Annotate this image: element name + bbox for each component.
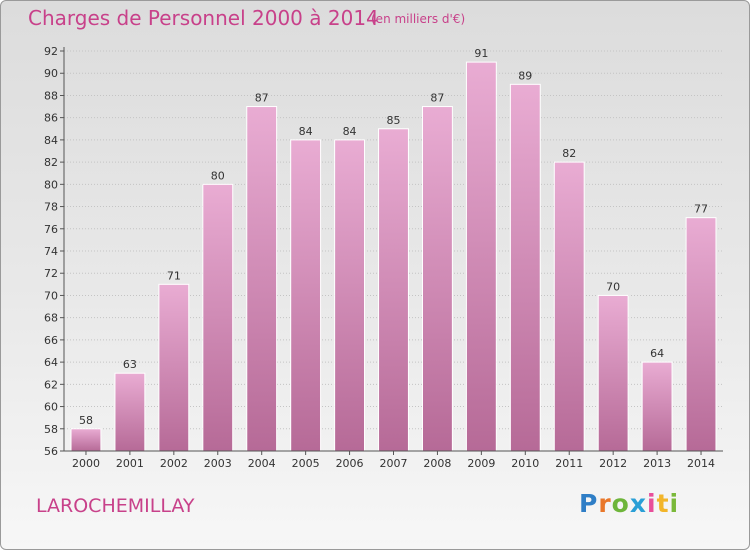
y-tick-label: 92 [44, 45, 58, 58]
data-label: 77 [694, 203, 708, 216]
logo-letter: i [647, 489, 657, 518]
bar [641, 361, 673, 452]
bar [597, 294, 629, 452]
x-tick-label: 2013 [643, 457, 671, 470]
y-tick-label: 68 [44, 312, 58, 325]
y-tick-label: 82 [44, 156, 58, 169]
x-tick-label: 2003 [204, 457, 232, 470]
y-tick-label: 90 [44, 67, 58, 80]
y-tick-label: 60 [44, 401, 58, 414]
y-tick-label: 80 [44, 178, 58, 191]
x-tick-label: 2006 [336, 457, 364, 470]
data-label: 80 [211, 169, 225, 182]
data-label: 71 [167, 269, 181, 282]
y-tick-label: 88 [44, 89, 58, 102]
logo-letter: i [669, 489, 680, 518]
y-tick-label: 58 [44, 423, 58, 436]
x-tick-label: 2002 [160, 457, 188, 470]
bar [158, 283, 190, 452]
bar [290, 139, 322, 452]
x-tick-label: 2005 [292, 457, 320, 470]
data-label: 85 [387, 114, 401, 127]
y-tick-label: 70 [44, 289, 58, 302]
bar [114, 372, 146, 452]
proxiti-logo: Proxiti [579, 489, 679, 518]
y-tick-label: 62 [44, 378, 58, 391]
y-tick-label: 74 [44, 245, 58, 258]
bar [509, 83, 541, 452]
bar [334, 139, 366, 452]
logo-letter: x [629, 489, 647, 518]
municipality-name: LAROCHEMILLAY [36, 495, 195, 517]
x-tick-label: 2007 [380, 457, 408, 470]
bar [421, 106, 453, 452]
bar [246, 106, 278, 452]
data-label: 58 [79, 414, 93, 427]
x-tick-label: 2001 [116, 457, 144, 470]
x-tick-label: 2004 [248, 457, 276, 470]
bar [685, 217, 717, 452]
data-label: 91 [474, 47, 488, 60]
data-label: 89 [518, 69, 532, 82]
data-label: 64 [650, 347, 664, 360]
data-label: 70 [606, 280, 620, 293]
logo-letter: r [598, 489, 612, 518]
bar [553, 161, 585, 452]
x-tick-label: 2011 [555, 457, 583, 470]
logo-letter: o [611, 489, 630, 518]
bar [70, 428, 102, 452]
x-tick-label: 2014 [687, 457, 715, 470]
data-label: 82 [562, 147, 576, 160]
x-tick-label: 2009 [467, 457, 495, 470]
y-tick-label: 72 [44, 267, 58, 280]
logo-letter: t [656, 489, 670, 518]
y-tick-label: 78 [44, 201, 58, 214]
data-label: 87 [430, 92, 444, 105]
y-tick-label: 84 [44, 134, 58, 147]
bar [202, 183, 234, 452]
data-label: 63 [123, 358, 137, 371]
bar [465, 61, 497, 452]
logo-letter: P [579, 489, 599, 518]
data-label: 84 [343, 125, 357, 138]
chart-title: Charges de Personnel 2000 à 2014 [28, 6, 379, 30]
data-label: 87 [255, 92, 269, 105]
data-label: 84 [299, 125, 313, 138]
chart-subtitle: (en milliers d'€) [371, 12, 466, 26]
x-tick-label: 2012 [599, 457, 627, 470]
y-tick-label: 76 [44, 223, 58, 236]
x-tick-label: 2000 [72, 457, 100, 470]
y-tick-label: 66 [44, 334, 58, 347]
x-tick-label: 2010 [511, 457, 539, 470]
y-tick-label: 64 [44, 356, 58, 369]
y-tick-label: 56 [44, 445, 58, 458]
x-tick-label: 2008 [423, 457, 451, 470]
bar [378, 128, 409, 452]
y-tick-label: 86 [44, 112, 58, 125]
